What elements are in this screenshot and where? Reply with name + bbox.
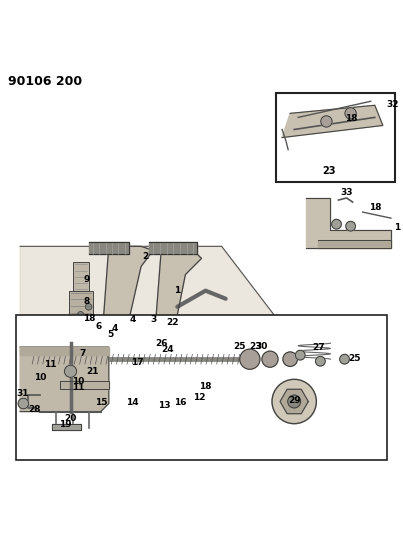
Circle shape	[77, 312, 84, 318]
Text: 33: 33	[341, 188, 353, 197]
Polygon shape	[20, 347, 109, 355]
Polygon shape	[181, 323, 270, 359]
Text: 15: 15	[95, 398, 108, 407]
Circle shape	[102, 396, 108, 403]
Text: 32: 32	[387, 100, 399, 109]
Text: 20: 20	[64, 414, 77, 423]
Circle shape	[64, 365, 77, 377]
Circle shape	[295, 350, 305, 360]
Polygon shape	[149, 243, 197, 254]
Circle shape	[110, 328, 116, 334]
Text: 90106 200: 90106 200	[8, 75, 82, 88]
Circle shape	[122, 396, 128, 403]
Bar	[69, 290, 93, 315]
Text: 18: 18	[83, 313, 96, 322]
Text: 7: 7	[79, 349, 86, 358]
Text: 10: 10	[73, 377, 85, 386]
Circle shape	[332, 220, 341, 229]
Text: 11: 11	[44, 360, 57, 368]
Circle shape	[170, 328, 177, 334]
Text: 22: 22	[166, 318, 179, 327]
Polygon shape	[101, 246, 153, 355]
Polygon shape	[153, 251, 202, 355]
Circle shape	[345, 108, 356, 119]
Polygon shape	[60, 381, 109, 390]
Bar	[157, 343, 173, 359]
Circle shape	[283, 352, 297, 367]
Text: 26: 26	[155, 338, 168, 348]
FancyBboxPatch shape	[16, 315, 387, 460]
Circle shape	[340, 354, 349, 364]
Circle shape	[158, 328, 164, 334]
Text: 4: 4	[130, 315, 136, 324]
Text: 25: 25	[348, 354, 361, 363]
Circle shape	[346, 221, 355, 231]
Polygon shape	[20, 347, 109, 411]
Circle shape	[316, 357, 325, 366]
Circle shape	[142, 328, 148, 334]
Text: 10: 10	[34, 373, 46, 382]
Text: 18: 18	[345, 115, 357, 124]
Circle shape	[206, 376, 213, 383]
Polygon shape	[20, 246, 274, 408]
Circle shape	[166, 360, 172, 367]
Text: 19: 19	[59, 420, 72, 429]
Text: 18: 18	[199, 382, 212, 391]
Circle shape	[18, 398, 29, 409]
Text: 1: 1	[174, 286, 181, 295]
Polygon shape	[282, 106, 383, 138]
Text: 31: 31	[16, 389, 29, 398]
Circle shape	[190, 388, 197, 394]
Polygon shape	[306, 198, 391, 248]
Polygon shape	[52, 363, 250, 379]
Text: 13: 13	[158, 401, 171, 410]
Circle shape	[288, 395, 301, 408]
Circle shape	[134, 356, 140, 362]
Text: 9: 9	[83, 275, 90, 284]
Text: 23: 23	[249, 342, 262, 351]
Polygon shape	[52, 424, 81, 430]
Circle shape	[130, 328, 136, 334]
Text: 4: 4	[112, 325, 118, 334]
Circle shape	[85, 304, 92, 310]
Text: 30: 30	[256, 342, 268, 351]
Text: 3: 3	[150, 315, 156, 324]
Polygon shape	[89, 243, 129, 254]
Circle shape	[150, 356, 156, 362]
Polygon shape	[280, 389, 308, 414]
Text: 29: 29	[288, 396, 301, 405]
Text: 12: 12	[193, 393, 206, 402]
Text: 5: 5	[108, 330, 114, 338]
Text: 23: 23	[322, 166, 336, 176]
Text: 18: 18	[369, 203, 381, 212]
Circle shape	[272, 379, 316, 424]
Text: 28: 28	[28, 405, 41, 414]
FancyBboxPatch shape	[276, 93, 395, 182]
Circle shape	[136, 357, 146, 366]
Text: 27: 27	[312, 343, 325, 352]
Circle shape	[98, 328, 104, 334]
Text: 8: 8	[83, 297, 90, 306]
Circle shape	[240, 349, 260, 369]
Circle shape	[236, 325, 248, 337]
Circle shape	[174, 388, 181, 394]
Text: 21: 21	[86, 367, 99, 376]
Text: 25: 25	[233, 342, 246, 351]
Text: 16: 16	[174, 398, 187, 407]
Text: 2: 2	[142, 252, 148, 261]
Text: 14: 14	[126, 398, 139, 407]
Text: 24: 24	[161, 345, 174, 354]
Circle shape	[158, 396, 164, 403]
Text: 17: 17	[131, 358, 143, 367]
Bar	[73, 262, 89, 290]
Polygon shape	[318, 240, 391, 248]
Circle shape	[85, 316, 92, 322]
Circle shape	[321, 116, 332, 127]
Text: 11: 11	[72, 383, 85, 392]
Circle shape	[262, 351, 278, 367]
Text: 1: 1	[394, 223, 400, 232]
Circle shape	[134, 396, 140, 403]
Text: 6: 6	[96, 321, 102, 330]
